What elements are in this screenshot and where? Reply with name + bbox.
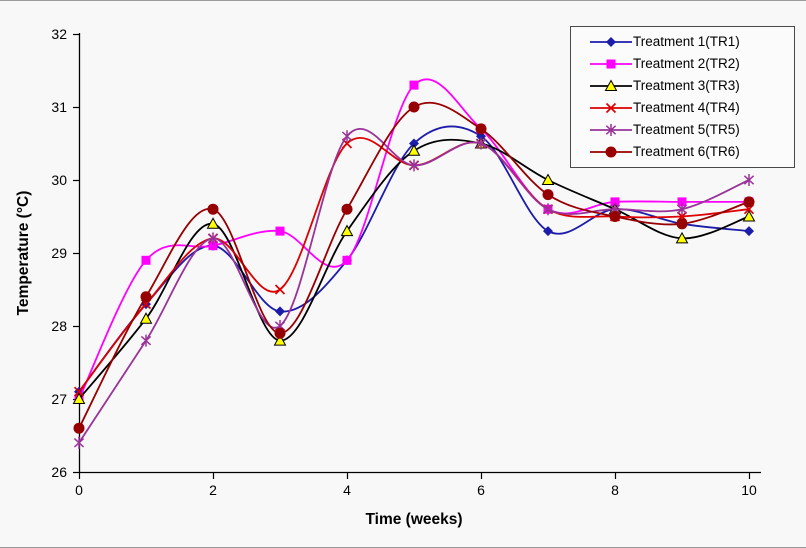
legend-item-3: Treatment 3(TR3): [589, 75, 794, 97]
legend-item-6: Treatment 6(TR6): [589, 141, 794, 163]
legend: Treatment 1(TR1) Treatment 2(TR2) Treatmen…: [570, 26, 795, 168]
y-tick-label: 31: [51, 99, 67, 115]
legend-item-1: Treatment 1(TR1): [589, 31, 794, 53]
legend-item-5: Treatment 5(TR5): [589, 119, 794, 141]
series-4-line: [73, 136, 755, 397]
x-tick-label: 4: [343, 482, 351, 498]
legend-item-4: Treatment 4(TR4): [589, 97, 794, 119]
legend-label: Treatment 6(TR6): [633, 144, 740, 159]
window-border-top: [0, 0, 806, 1]
legend-circle-icon: [590, 146, 632, 158]
legend-label: Treatment 5(TR5): [633, 122, 740, 137]
x-tick-label: 0: [75, 482, 83, 498]
x-axis-title: Time (weeks): [365, 511, 463, 528]
legend-item-2: Treatment 2(TR2): [589, 53, 794, 75]
legend-label: Treatment 4(TR4): [633, 100, 740, 115]
y-axis-title: Temperature (°C): [15, 190, 32, 316]
x-tick-label: 8: [611, 482, 619, 498]
y-tick-label: 29: [51, 245, 67, 261]
legend-label: Treatment 2(TR2): [633, 56, 740, 71]
legend-asterisk-icon: [590, 124, 632, 136]
x-tick-label: 10: [741, 482, 757, 498]
series-5-line: [73, 127, 755, 449]
legend-square-icon: [590, 59, 632, 69]
y-tick-label: 32: [51, 26, 67, 42]
y-tick-label: 26: [51, 464, 67, 480]
legend-label: Treatment 3(TR3): [633, 78, 740, 93]
y-tick-label: 28: [51, 318, 67, 334]
x-tick-label: 6: [477, 482, 485, 498]
x-tick-label: 2: [209, 482, 217, 498]
series-6-line: [73, 101, 755, 434]
legend-label: Treatment 1(TR1): [633, 34, 740, 49]
legend-diamond-icon: [590, 37, 632, 47]
y-tick-label: 30: [51, 172, 67, 188]
series-3-line: [72, 136, 756, 404]
legend-x-icon: [590, 102, 632, 114]
legend-triangle-icon: [590, 79, 632, 91]
y-tick-label: 27: [51, 391, 67, 407]
